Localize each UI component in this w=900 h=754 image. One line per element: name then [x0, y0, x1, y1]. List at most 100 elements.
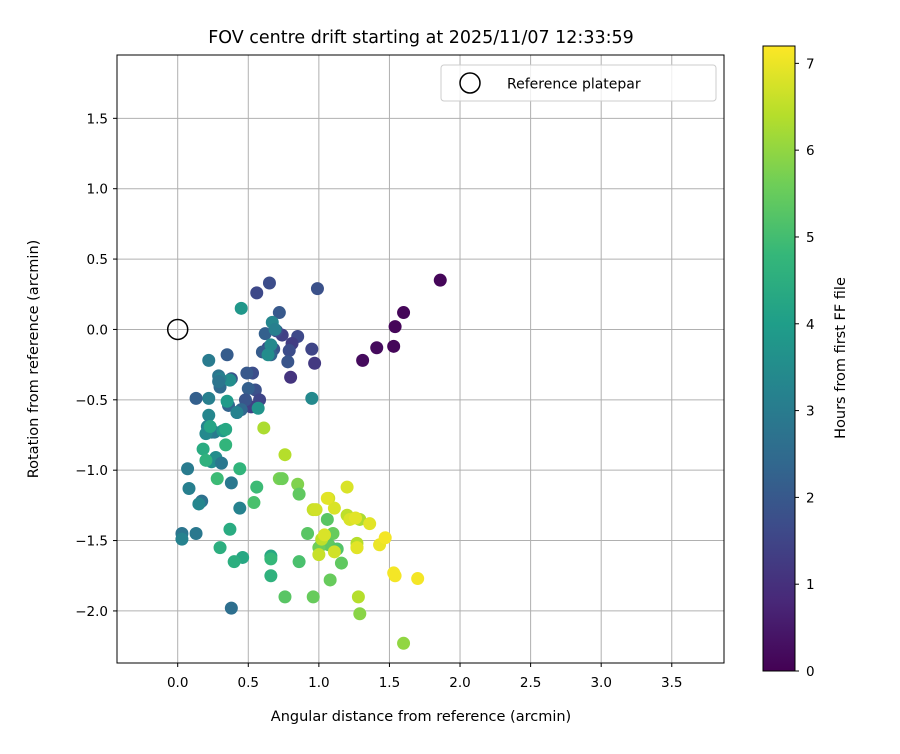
legend-box	[440, 64, 717, 102]
data-point	[292, 487, 306, 501]
x-axis-label: Angular distance from reference (arcmin)	[271, 709, 571, 725]
data-point	[258, 327, 272, 341]
plot-frame	[116, 54, 725, 664]
data-point	[202, 353, 216, 367]
plot-background	[117, 55, 724, 663]
data-point	[356, 353, 370, 367]
x-tick-label: 3.0	[590, 675, 611, 691]
data-point	[223, 522, 237, 536]
data-point	[308, 356, 322, 370]
data-point	[192, 497, 206, 511]
data-point	[387, 339, 401, 353]
colorbar-tick-label: 0	[806, 664, 815, 680]
data-point	[182, 481, 196, 495]
data-point	[257, 421, 271, 435]
colorbar-gradient	[762, 45, 796, 672]
data-point	[320, 512, 334, 526]
legend-entry-reference: Reference platepar	[507, 77, 641, 93]
data-point	[340, 480, 354, 494]
data-point	[234, 301, 248, 315]
y-tick-label: 1.0	[87, 182, 108, 198]
data-point	[301, 527, 315, 541]
x-tick-label: 2.5	[520, 675, 541, 691]
data-point	[281, 355, 295, 369]
data-point	[334, 556, 348, 570]
data-point	[219, 438, 233, 452]
data-point	[264, 569, 278, 583]
data-point	[262, 276, 276, 290]
y-tick-label: 0.0	[87, 322, 108, 338]
data-point	[370, 341, 384, 355]
data-point	[250, 286, 264, 300]
data-point	[210, 472, 224, 486]
grid	[117, 55, 724, 663]
data-point	[318, 528, 332, 542]
colorbar-ticks: 0 1 2 3 4 5 6 7	[795, 56, 815, 680]
data-point	[199, 453, 213, 467]
data-point	[353, 607, 367, 621]
data-point	[220, 394, 234, 408]
data-point	[268, 322, 282, 336]
data-point	[240, 366, 254, 380]
legend: Reference platepar	[440, 64, 717, 102]
data-point	[272, 306, 286, 320]
data-point	[363, 517, 377, 531]
data-point	[306, 590, 320, 604]
data-point	[291, 477, 305, 491]
data-point	[310, 282, 324, 296]
data-point	[241, 382, 255, 396]
plot-area: 0.0 0.5 1.0 1.5 2.0 2.5 3.0 3.5 −2.0 −1.5 −1.0 −0.…	[75, 54, 725, 691]
data-point	[278, 448, 292, 462]
data-point	[189, 391, 203, 405]
data-point	[282, 344, 296, 358]
y-tick-label: −1.5	[75, 534, 108, 550]
data-point	[264, 552, 278, 566]
data-point	[264, 338, 278, 352]
colorbar-label: Hours from first FF file	[833, 277, 849, 439]
colorbar-tick-label: 5	[806, 230, 815, 246]
data-point	[250, 480, 264, 494]
data-point	[189, 527, 203, 541]
data-point	[247, 496, 261, 510]
reference-platepar-marker	[166, 318, 189, 341]
data-point	[275, 472, 289, 486]
data-point	[327, 501, 341, 515]
data-point	[203, 420, 217, 434]
data-point	[196, 442, 210, 456]
data-point	[327, 545, 341, 559]
data-point	[397, 636, 411, 650]
x-axis-ticks: 0.0 0.5 1.0 1.5 2.0 2.5 3.0 3.5	[167, 663, 683, 691]
data-point	[233, 501, 247, 515]
data-point	[238, 393, 252, 407]
data-point	[224, 476, 238, 490]
x-tick-label: 0.0	[167, 675, 188, 691]
colorbar-tick-label: 3	[806, 404, 815, 420]
data-point	[320, 491, 334, 505]
colorbar-tick-label: 2	[806, 490, 815, 506]
data-point	[233, 462, 247, 476]
data-point	[433, 273, 447, 287]
data-point	[223, 373, 237, 387]
data-point	[323, 573, 337, 587]
y-tick-label: −2.0	[75, 604, 108, 620]
data-point	[261, 348, 275, 362]
x-tick-label: 1.5	[379, 675, 400, 691]
data-point	[411, 572, 425, 586]
data-point	[305, 342, 319, 356]
data-point	[351, 590, 365, 604]
data-point	[175, 532, 189, 546]
data-point	[278, 590, 292, 604]
colorbar: 0 1 2 3 4 5 6 7 Hours from first FF file	[762, 45, 849, 680]
data-point	[230, 405, 244, 419]
data-point	[350, 541, 364, 555]
data-point	[212, 375, 226, 389]
colorbar-tick-label: 6	[806, 143, 815, 159]
data-point	[220, 348, 234, 362]
data-point	[378, 531, 392, 545]
y-axis-ticks: −2.0 −1.5 −1.0 −0.5 0.0 0.5 1.0 1.5	[75, 111, 117, 620]
colorbar-tick-label: 4	[806, 317, 815, 333]
data-point	[214, 456, 228, 470]
data-point	[284, 370, 298, 384]
y-tick-label: 1.5	[87, 111, 108, 127]
